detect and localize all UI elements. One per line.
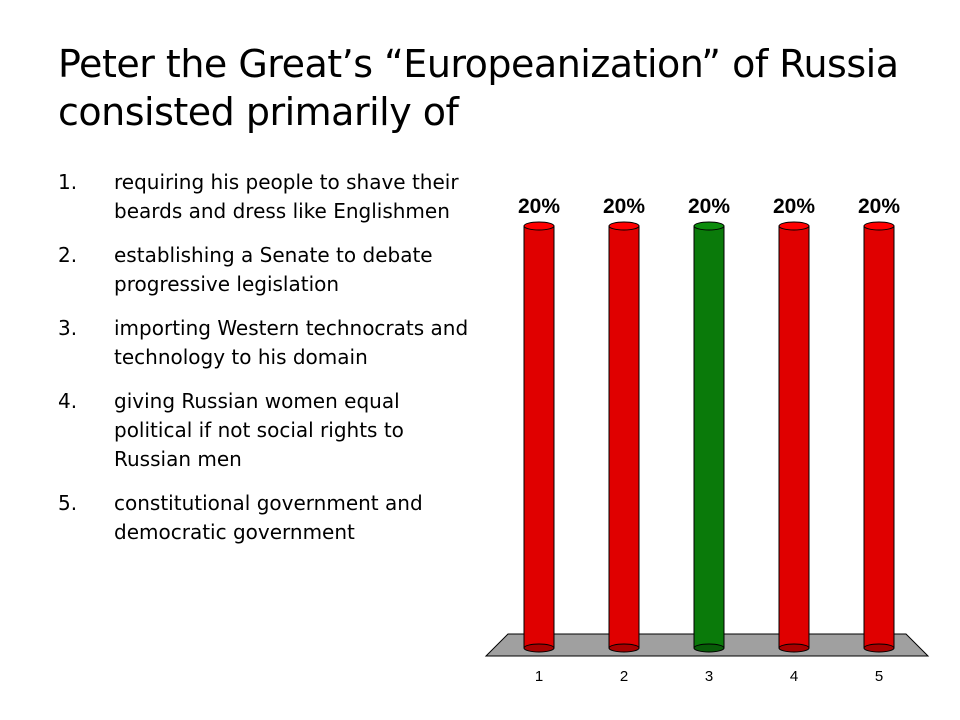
answer-option-1: 1. requiring his people to shave their b…	[58, 168, 478, 226]
bar-body	[693, 225, 725, 649]
x-tick-label: 5	[875, 668, 883, 685]
x-tick-label: 3	[705, 668, 713, 685]
data-label: 20%	[603, 195, 645, 218]
response-bar-chart: 20% 1 20% 2 20% 3 20% 4 20% 5	[484, 195, 930, 685]
bars-layer	[523, 221, 895, 653]
bar-top-cap	[693, 221, 725, 231]
bar-body	[863, 225, 895, 649]
bar-top-cap	[863, 221, 895, 231]
slide-title: Peter the Great’s “Europeanization” of R…	[58, 40, 918, 136]
bar-base-cap	[523, 643, 555, 653]
answer-text: requiring his people to shave their bear…	[114, 170, 459, 223]
bar-4	[778, 221, 810, 653]
bar-body	[523, 225, 555, 649]
bar-3	[693, 221, 725, 653]
bar-2	[608, 221, 640, 653]
x-tick-label: 2	[620, 668, 628, 685]
answer-number: 1.	[58, 170, 78, 194]
x-tick-label: 4	[790, 668, 798, 685]
bar-base-cap	[863, 643, 895, 653]
answer-text: constitutional government and democratic…	[114, 491, 423, 544]
data-label: 20%	[688, 195, 730, 218]
bar-body	[608, 225, 640, 649]
answer-option-5: 5. constitutional government and democra…	[58, 489, 478, 547]
answer-text: establishing a Senate to debate progress…	[114, 243, 433, 296]
title-line-2: consisted primarily of	[58, 90, 459, 134]
bar-5	[863, 221, 895, 653]
answer-text: giving Russian women equal political if …	[114, 389, 404, 471]
data-label: 20%	[518, 195, 560, 218]
answer-text: importing Western technocrats and techno…	[114, 316, 469, 369]
labels-layer: 20% 1 20% 2 20% 3 20% 4 20% 5	[518, 195, 900, 685]
answer-option-4: 4. giving Russian women equal political …	[58, 387, 478, 474]
bar-top-cap	[523, 221, 555, 231]
data-label: 20%	[773, 195, 815, 218]
answer-number: 3.	[58, 316, 78, 340]
title-line-1: Peter the Great’s “Europeanization” of R…	[58, 42, 899, 86]
data-label: 20%	[858, 195, 900, 218]
answer-number: 2.	[58, 243, 78, 267]
answer-number: 5.	[58, 491, 78, 515]
answer-option-3: 3. importing Western technocrats and tec…	[58, 314, 478, 372]
bar-base-cap	[693, 643, 725, 653]
bar-top-cap	[608, 221, 640, 231]
x-tick-label: 1	[535, 668, 543, 685]
bar-base-cap	[608, 643, 640, 653]
bar-1	[523, 221, 555, 653]
answer-option-2: 2. establishing a Senate to debate progr…	[58, 241, 478, 299]
bar-body	[778, 225, 810, 649]
answer-list: 1. requiring his people to shave their b…	[58, 168, 478, 562]
bar-top-cap	[778, 221, 810, 231]
answer-number: 4.	[58, 389, 78, 413]
bar-base-cap	[778, 643, 810, 653]
